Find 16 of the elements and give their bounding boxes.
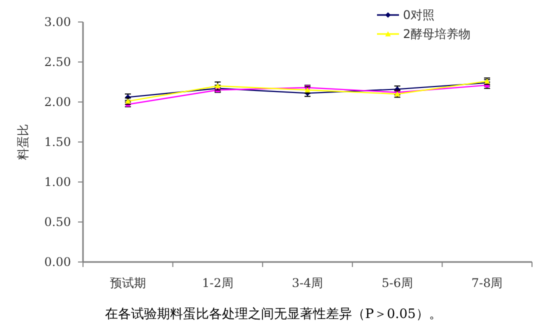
x-tick-label: 7-8周 xyxy=(471,276,503,290)
x-tick-label: 5-6周 xyxy=(382,276,413,290)
y-axis-title: 料蛋比 xyxy=(16,124,30,160)
y-tick-label: 1.50 xyxy=(44,135,71,149)
y-tick-label: 1.00 xyxy=(44,175,71,189)
y-tick-label: 3.00 xyxy=(44,15,71,29)
x-tick-label: 预试期 xyxy=(110,276,146,290)
y-tick-label: 0.50 xyxy=(44,215,71,229)
text: 在各试验期料蛋比各处理之间无显著性差异（P＞0.05）。 xyxy=(105,307,442,322)
y-tick-label: 2.50 xyxy=(44,55,71,69)
x-tick-label: 1-2周 xyxy=(202,276,234,290)
legend-label: 2酵母培养物 xyxy=(403,27,471,41)
x-tick-label: 3-4周 xyxy=(292,276,324,290)
y-tick-label: 2.00 xyxy=(44,95,71,109)
y-tick-label: 0.00 xyxy=(44,255,71,269)
legend-label: 0对照 xyxy=(403,8,435,22)
